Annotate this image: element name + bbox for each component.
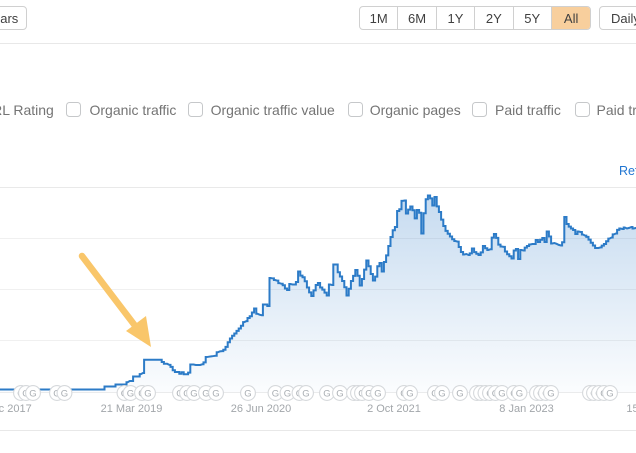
svg-text:2 Oct 2021: 2 Oct 2021 [367,403,421,415]
svg-text:G: G [302,388,309,399]
svg-text:G: G [374,388,381,399]
svg-text:G: G [606,388,613,399]
svg-text:G: G [406,388,413,399]
svg-text:21 Mar 2019: 21 Mar 2019 [101,403,163,415]
svg-text:G: G [202,388,209,399]
svg-text:G: G [127,388,134,399]
svg-text:G: G [284,388,291,399]
svg-text:G: G [516,388,523,399]
svg-text:16 Dec 2017: 16 Dec 2017 [0,403,32,415]
svg-text:G: G [144,388,151,399]
svg-text:G: G [61,388,68,399]
svg-text:G: G [498,388,505,399]
svg-text:G: G [212,388,219,399]
svg-text:G: G [323,388,330,399]
svg-text:G: G [244,388,251,399]
svg-text:G: G [456,388,463,399]
svg-text:G: G [336,388,343,399]
svg-text:G: G [272,388,279,399]
svg-text:26 Jun 2020: 26 Jun 2020 [231,403,292,415]
svg-text:G: G [190,388,197,399]
svg-text:G: G [547,388,554,399]
svg-text:8 Jan 2023: 8 Jan 2023 [499,403,553,415]
svg-text:G: G [29,388,36,399]
svg-text:15 Apr 2024: 15 Apr 2024 [626,403,636,415]
svg-text:G: G [365,388,372,399]
svg-text:G: G [438,388,445,399]
